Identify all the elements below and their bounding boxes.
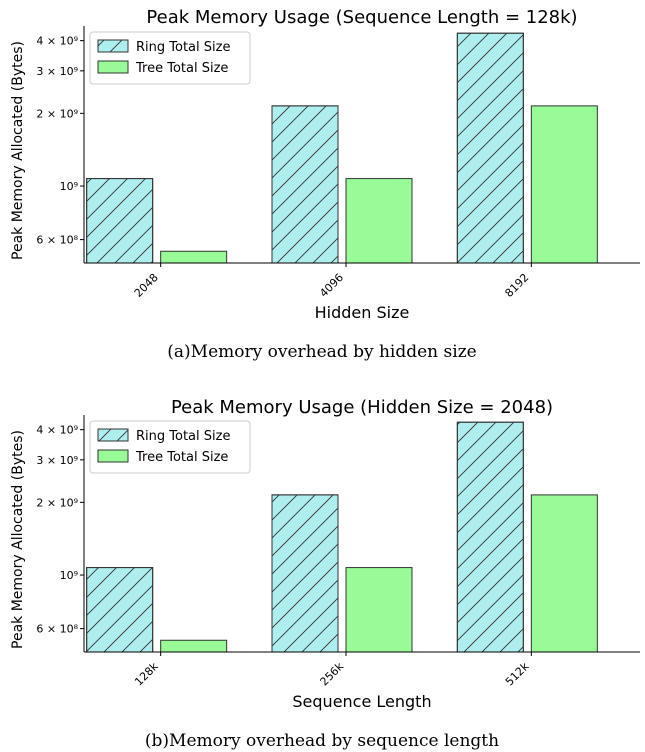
x-axis-label: Sequence Length	[292, 692, 431, 711]
bar-tree-total-size-512k	[530, 494, 598, 653]
legend-swatch-hatch	[97, 39, 129, 53]
chart-title: Peak Memory Usage (Sequence Length = 128…	[146, 7, 577, 28]
bar-hatch-overlay	[271, 494, 339, 653]
bar-hatch-overlay	[456, 421, 524, 653]
bar-tree-total-size-2048	[160, 250, 228, 264]
legend: Ring Total Size Tree Total Size	[89, 420, 251, 474]
y-tick-label: 10⁹	[60, 569, 78, 582]
y-axis-label: Peak Memory Allocated (Bytes)	[10, 430, 26, 649]
x-tick-label: 8192	[502, 271, 531, 300]
legend-label: Ring Total Size	[136, 429, 230, 444]
legend-label: Tree Total Size	[135, 450, 228, 465]
x-tick-label: 256k	[318, 659, 347, 688]
chart-panel-0: Peak Memory Usage (Sequence Length = 128…	[10, 7, 640, 362]
bar-hatch-overlay	[86, 567, 154, 653]
legend-box	[89, 420, 251, 474]
chart-title: Peak Memory Usage (Hidden Size = 2048)	[171, 397, 553, 418]
y-tick-label: 4 × 10⁹	[36, 424, 78, 437]
y-tick-label: 4 × 10⁹	[36, 35, 78, 48]
x-axis-label: Hidden Size	[315, 303, 410, 322]
legend: Ring Total Size Tree Total Size	[89, 31, 251, 85]
figure-caption: (b)Memory overhead by sequence length	[145, 731, 499, 751]
y-tick-label: 10⁹	[60, 180, 78, 193]
y-axis-label: Peak Memory Allocated (Bytes)	[10, 41, 26, 260]
x-tick-label: 128k	[132, 659, 161, 688]
x-tick-label: 4096	[317, 271, 346, 300]
legend-swatch-hatch	[97, 428, 129, 442]
legend-label: Ring Total Size	[136, 40, 230, 55]
bar-tree-total-size-4096	[345, 178, 413, 264]
legend-swatch	[97, 60, 129, 74]
y-tick-label: 2 × 10⁹	[36, 496, 78, 509]
legend-label: Tree Total Size	[135, 61, 228, 76]
charts-root: Peak Memory Usage (Sequence Length = 128…	[10, 7, 640, 751]
x-tick-label: 512k	[503, 659, 532, 688]
y-tick-label: 2 × 10⁹	[36, 107, 78, 120]
x-tick-label: 2048	[132, 271, 161, 300]
legend-swatch	[97, 449, 129, 463]
y-tick-label: 3 × 10⁹	[36, 65, 78, 78]
bar-hatch-overlay	[86, 178, 154, 264]
figure-caption: (a)Memory overhead by hidden size	[167, 342, 476, 362]
legend-box	[89, 31, 251, 85]
y-tick-label: 6 × 10⁸	[36, 623, 78, 636]
bar-hatch-overlay	[271, 105, 339, 264]
bar-tree-total-size-128k	[160, 639, 228, 653]
y-tick-label: 6 × 10⁸	[36, 234, 78, 247]
bar-tree-total-size-8192	[530, 105, 598, 264]
bar-hatch-overlay	[456, 32, 524, 264]
bar-tree-total-size-256k	[345, 567, 413, 653]
chart-panel-1: Peak Memory Usage (Hidden Size = 2048) 6 …	[10, 397, 640, 751]
y-tick-label: 3 × 10⁹	[36, 454, 78, 467]
